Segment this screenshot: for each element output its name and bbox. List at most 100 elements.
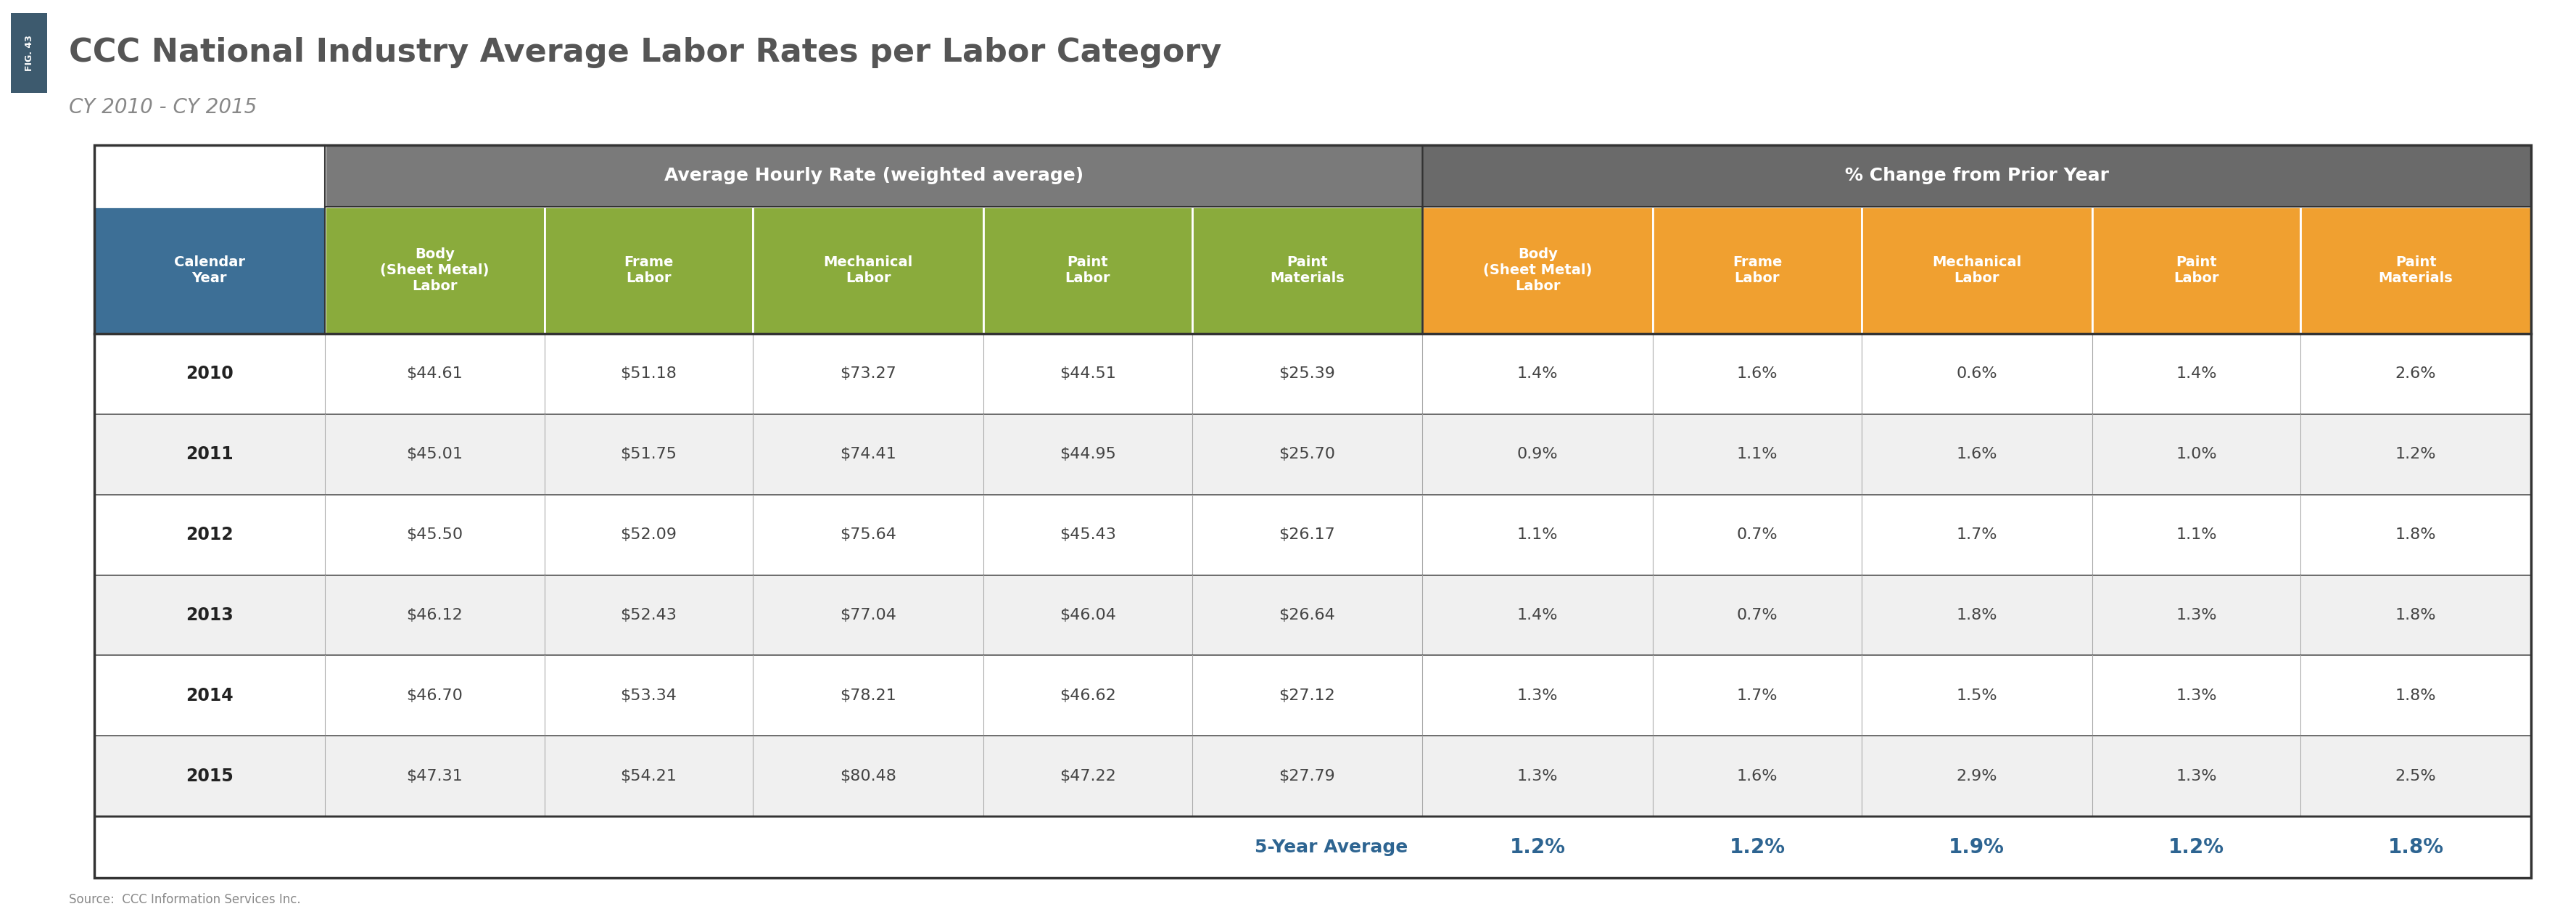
Text: 0.6%: 0.6% bbox=[1955, 367, 1996, 381]
Text: $45.01: $45.01 bbox=[407, 447, 464, 461]
Text: Paint
Materials: Paint Materials bbox=[1270, 255, 1345, 285]
Text: $44.61: $44.61 bbox=[407, 367, 464, 381]
Bar bbox=[95, 816, 2532, 878]
Text: 2012: 2012 bbox=[185, 526, 234, 544]
Bar bbox=[95, 145, 2532, 878]
Text: $52.09: $52.09 bbox=[621, 527, 677, 542]
Text: $51.75: $51.75 bbox=[621, 447, 677, 461]
Text: 1.4%: 1.4% bbox=[2177, 367, 2218, 381]
Text: Mechanical
Labor: Mechanical Labor bbox=[824, 255, 912, 285]
Text: 2.6%: 2.6% bbox=[2396, 367, 2437, 381]
Text: 1.3%: 1.3% bbox=[1517, 689, 1558, 702]
Text: 1.1%: 1.1% bbox=[1736, 447, 1777, 461]
Text: 2010: 2010 bbox=[185, 365, 234, 382]
Text: 1.8%: 1.8% bbox=[2388, 837, 2445, 857]
Text: 1.8%: 1.8% bbox=[1955, 608, 1996, 623]
Bar bbox=[1654, 206, 1862, 334]
Text: $26.17: $26.17 bbox=[1278, 527, 1334, 542]
Text: $46.70: $46.70 bbox=[407, 689, 464, 702]
Bar bbox=[325, 145, 1422, 206]
Bar bbox=[95, 206, 325, 334]
Bar bbox=[95, 494, 2532, 575]
Bar bbox=[10, 13, 46, 93]
Text: $52.43: $52.43 bbox=[621, 608, 677, 623]
Text: Body
(Sheet Metal)
Labor: Body (Sheet Metal) Labor bbox=[381, 248, 489, 293]
Text: Paint
Labor: Paint Labor bbox=[2174, 255, 2218, 285]
Bar bbox=[95, 575, 2532, 656]
Text: $77.04: $77.04 bbox=[840, 608, 896, 623]
Text: $54.21: $54.21 bbox=[621, 768, 677, 783]
Text: 1.3%: 1.3% bbox=[2177, 768, 2218, 783]
Text: 1.7%: 1.7% bbox=[1736, 689, 1777, 702]
Text: 1.7%: 1.7% bbox=[1955, 527, 1996, 542]
Text: $51.18: $51.18 bbox=[621, 367, 677, 381]
Text: $47.22: $47.22 bbox=[1059, 768, 1115, 783]
Text: $27.12: $27.12 bbox=[1278, 689, 1334, 702]
Text: 1.2%: 1.2% bbox=[2396, 447, 2437, 461]
Bar bbox=[95, 656, 2532, 735]
Text: % Change from Prior Year: % Change from Prior Year bbox=[1844, 167, 2110, 184]
Text: 1.1%: 1.1% bbox=[1517, 527, 1558, 542]
Text: 1.3%: 1.3% bbox=[2177, 689, 2218, 702]
Text: 2.9%: 2.9% bbox=[1955, 768, 1996, 783]
Text: Calendar
Year: Calendar Year bbox=[175, 255, 245, 285]
Text: $45.43: $45.43 bbox=[1059, 527, 1115, 542]
Text: 1.4%: 1.4% bbox=[1517, 367, 1558, 381]
Text: 2015: 2015 bbox=[185, 768, 234, 785]
Text: 1.2%: 1.2% bbox=[1728, 837, 1785, 857]
Text: 2.5%: 2.5% bbox=[2396, 768, 2437, 783]
Text: $25.70: $25.70 bbox=[1278, 447, 1334, 461]
Text: $46.62: $46.62 bbox=[1059, 689, 1115, 702]
Text: 0.7%: 0.7% bbox=[1736, 527, 1777, 542]
Bar bbox=[984, 206, 1193, 334]
Bar bbox=[2092, 206, 2300, 334]
Bar bbox=[1862, 206, 2092, 334]
Text: 1.0%: 1.0% bbox=[2177, 447, 2218, 461]
Text: 1.2%: 1.2% bbox=[1510, 837, 1566, 857]
Text: 1.4%: 1.4% bbox=[1517, 608, 1558, 623]
Text: $80.48: $80.48 bbox=[840, 768, 896, 783]
Text: 2014: 2014 bbox=[185, 687, 234, 704]
Text: Average Hourly Rate (weighted average): Average Hourly Rate (weighted average) bbox=[665, 167, 1084, 184]
Bar bbox=[95, 145, 325, 206]
Text: $26.64: $26.64 bbox=[1278, 608, 1334, 623]
Text: $44.95: $44.95 bbox=[1059, 447, 1115, 461]
Text: $45.50: $45.50 bbox=[407, 527, 464, 542]
Text: Frame
Labor: Frame Labor bbox=[623, 255, 672, 285]
Text: 1.1%: 1.1% bbox=[2177, 527, 2218, 542]
Bar bbox=[95, 414, 2532, 494]
Text: CCC National Industry Average Labor Rates per Labor Category: CCC National Industry Average Labor Rate… bbox=[70, 37, 1221, 68]
Text: 1.9%: 1.9% bbox=[1950, 837, 2004, 857]
Text: $27.79: $27.79 bbox=[1278, 768, 1334, 783]
Text: 1.8%: 1.8% bbox=[2396, 608, 2437, 623]
Bar bbox=[95, 735, 2532, 816]
Text: $75.64: $75.64 bbox=[840, 527, 896, 542]
Text: Paint
Materials: Paint Materials bbox=[2378, 255, 2452, 285]
Text: 2011: 2011 bbox=[185, 446, 234, 463]
Text: Source:  CCC Information Services Inc.: Source: CCC Information Services Inc. bbox=[70, 893, 301, 906]
Text: 0.9%: 0.9% bbox=[1517, 447, 1558, 461]
Text: Frame
Labor: Frame Labor bbox=[1734, 255, 1783, 285]
Text: 5-Year Average: 5-Year Average bbox=[1255, 838, 1409, 856]
Bar bbox=[2300, 206, 2532, 334]
Bar bbox=[752, 206, 984, 334]
Text: $74.41: $74.41 bbox=[840, 447, 896, 461]
Text: 1.3%: 1.3% bbox=[2177, 608, 2218, 623]
Bar bbox=[1422, 145, 2532, 206]
Text: $25.39: $25.39 bbox=[1278, 367, 1334, 381]
Text: $46.12: $46.12 bbox=[407, 608, 464, 623]
Text: $47.31: $47.31 bbox=[407, 768, 464, 783]
Text: $44.51: $44.51 bbox=[1059, 367, 1115, 381]
Text: 1.3%: 1.3% bbox=[1517, 768, 1558, 783]
Text: $46.04: $46.04 bbox=[1059, 608, 1115, 623]
Text: Paint
Labor: Paint Labor bbox=[1064, 255, 1110, 285]
Text: 1.8%: 1.8% bbox=[2396, 527, 2437, 542]
Text: $73.27: $73.27 bbox=[840, 367, 896, 381]
Bar bbox=[1422, 206, 1654, 334]
Bar bbox=[325, 206, 544, 334]
Text: CY 2010 - CY 2015: CY 2010 - CY 2015 bbox=[70, 97, 258, 117]
Text: 1.2%: 1.2% bbox=[2169, 837, 2223, 857]
Bar bbox=[544, 206, 752, 334]
Text: 2013: 2013 bbox=[185, 606, 234, 624]
Text: Mechanical
Labor: Mechanical Labor bbox=[1932, 255, 2022, 285]
